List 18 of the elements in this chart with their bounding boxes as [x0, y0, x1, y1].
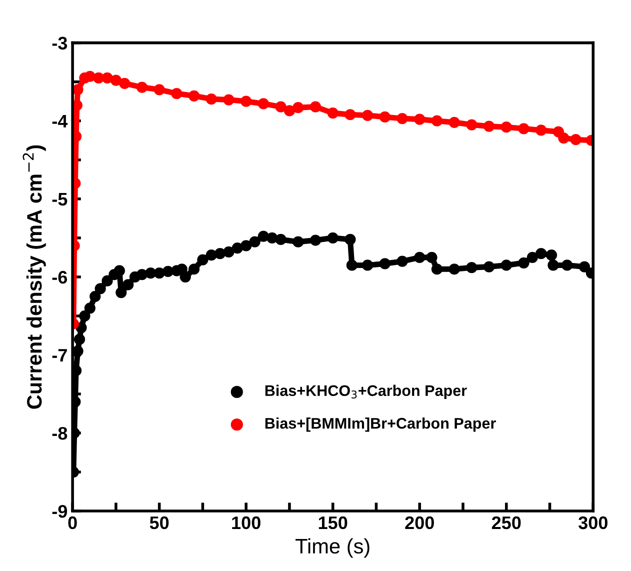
- y-tick-label: -7: [52, 349, 67, 362]
- x-tick-label: 150: [318, 516, 348, 530]
- legend-label: Bias+KHCO$_{3}$+Carbon Paper: [265, 384, 467, 400]
- y-axis-title: Current density (mA cm$^{−2}$): [22, 145, 46, 409]
- x-tick-label: 0: [68, 516, 77, 530]
- y-tick-label: -4: [52, 114, 68, 128]
- y-tick-label: -9: [52, 504, 68, 518]
- x-tick-label: 200: [405, 516, 434, 530]
- x-tick-label: 50: [150, 516, 169, 530]
- x-tick-label: 100: [232, 516, 260, 530]
- legend-label: Bias+[BMMIm]Br+Carbon Paper: [265, 418, 496, 432]
- y-tick-label: -5: [52, 193, 68, 206]
- x-tick-label: 250: [492, 516, 521, 530]
- x-tick-label: 300: [578, 516, 608, 530]
- y-tick-label: -6: [52, 270, 68, 284]
- y-tick-label: -8: [52, 426, 68, 440]
- y-tick-label: -3: [52, 36, 68, 50]
- x-axis-title: Time (s): [296, 538, 370, 558]
